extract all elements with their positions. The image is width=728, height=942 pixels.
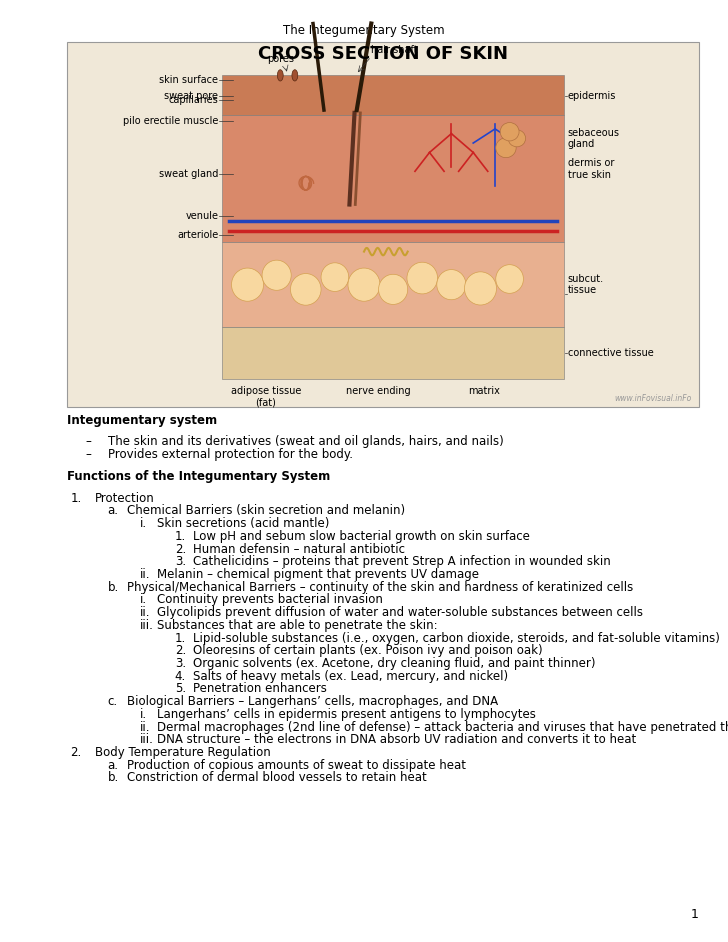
Text: Physical/Mechanical Barriers – continuity of the skin and hardness of keratinize: Physical/Mechanical Barriers – continuit… <box>127 580 633 593</box>
Text: Chemical Barriers (skin secretion and melanin): Chemical Barriers (skin secretion and me… <box>127 505 405 517</box>
Text: Continuity prevents bacterial invasion: Continuity prevents bacterial invasion <box>157 593 382 607</box>
Text: skin surface: skin surface <box>159 75 218 85</box>
Bar <box>222 327 564 379</box>
Text: sweat gland: sweat gland <box>159 169 218 179</box>
Ellipse shape <box>407 262 438 294</box>
Text: Cathelicidins – proteins that prevent Strep A infection in wounded skin: Cathelicidins – proteins that prevent St… <box>193 556 611 568</box>
Text: The skin and its derivatives (sweat and oil glands, hairs, and nails): The skin and its derivatives (sweat and … <box>108 435 504 448</box>
Text: matrix: matrix <box>468 386 500 397</box>
Text: Organic solvents (ex. Acetone, dry cleaning fluid, and paint thinner): Organic solvents (ex. Acetone, dry clean… <box>193 658 596 670</box>
Text: subcut.
tissue: subcut. tissue <box>568 274 604 296</box>
Text: Penetration enhancers: Penetration enhancers <box>193 682 327 695</box>
Text: 5.: 5. <box>175 682 186 695</box>
Ellipse shape <box>292 70 298 81</box>
Text: iii.: iii. <box>140 733 154 746</box>
Text: adipose tissue
(fat): adipose tissue (fat) <box>231 386 301 408</box>
Text: sebaceous
gland: sebaceous gland <box>568 127 620 149</box>
Text: b.: b. <box>108 580 119 593</box>
Text: 3.: 3. <box>175 658 186 670</box>
Text: –: – <box>86 448 92 461</box>
Text: dermis or
true skin: dermis or true skin <box>568 158 614 180</box>
Text: 1.: 1. <box>175 529 186 543</box>
Text: ii.: ii. <box>140 607 150 619</box>
Text: 3.: 3. <box>175 556 186 568</box>
Text: c.: c. <box>108 695 118 708</box>
Text: Provides external protection for the body.: Provides external protection for the bod… <box>108 448 353 461</box>
Text: iii.: iii. <box>140 619 154 632</box>
Bar <box>222 75 564 115</box>
Text: Human defensin – natural antibiotic: Human defensin – natural antibiotic <box>193 543 405 556</box>
Ellipse shape <box>500 122 519 141</box>
Ellipse shape <box>379 274 408 304</box>
Text: www.inFovisual.inFo: www.inFovisual.inFo <box>614 394 692 403</box>
Bar <box>222 242 564 327</box>
Text: Melanin – chemical pigment that prevents UV damage: Melanin – chemical pigment that prevents… <box>157 568 478 581</box>
Text: a.: a. <box>108 759 119 771</box>
Text: pilo erectile muscle: pilo erectile muscle <box>123 117 218 126</box>
Ellipse shape <box>464 272 496 305</box>
Text: a.: a. <box>108 505 119 517</box>
Text: pores: pores <box>266 54 294 64</box>
Text: epidermis: epidermis <box>568 91 616 101</box>
Bar <box>67 42 699 407</box>
Text: –: – <box>86 435 92 448</box>
Ellipse shape <box>290 273 321 305</box>
Ellipse shape <box>321 263 349 291</box>
Ellipse shape <box>232 268 264 301</box>
Text: Langerhans’ cells in epidermis present antigens to lymphocytes: Langerhans’ cells in epidermis present a… <box>157 708 535 721</box>
Text: 1.: 1. <box>71 492 82 505</box>
Text: hair shaft: hair shaft <box>371 44 418 55</box>
Ellipse shape <box>348 268 380 301</box>
Text: Substances that are able to penetrate the skin:: Substances that are able to penetrate th… <box>157 619 437 632</box>
Text: 2.: 2. <box>71 746 82 759</box>
Text: Body Temperature Regulation: Body Temperature Regulation <box>95 746 270 759</box>
Text: sweat pore: sweat pore <box>165 91 218 101</box>
Text: 1.: 1. <box>175 631 186 644</box>
Ellipse shape <box>496 265 523 293</box>
Text: Skin secretions (acid mantle): Skin secretions (acid mantle) <box>157 517 329 530</box>
Text: Production of copious amounts of sweat to dissipate heat: Production of copious amounts of sweat t… <box>127 759 467 771</box>
Text: ii.: ii. <box>140 568 150 581</box>
Text: 2.: 2. <box>175 644 186 658</box>
Text: Dermal macrophages (2nd line of defense) – attack bacteria and viruses that have: Dermal macrophages (2nd line of defense)… <box>157 721 728 734</box>
Text: i.: i. <box>140 708 147 721</box>
Text: i.: i. <box>140 593 147 607</box>
Text: capillaries: capillaries <box>169 95 218 105</box>
Text: Low pH and sebum slow bacterial growth on skin surface: Low pH and sebum slow bacterial growth o… <box>193 529 530 543</box>
Text: Functions of the Integumentary System: Functions of the Integumentary System <box>67 470 331 483</box>
Ellipse shape <box>277 70 283 81</box>
Text: Glycolipids prevent diffusion of water and water-soluble substances between cell: Glycolipids prevent diffusion of water a… <box>157 607 643 619</box>
Ellipse shape <box>437 269 466 300</box>
Text: DNA structure – the electrons in DNA absorb UV radiation and converts it to heat: DNA structure – the electrons in DNA abs… <box>157 733 636 746</box>
Text: b.: b. <box>108 771 119 785</box>
Text: 2.: 2. <box>175 543 186 556</box>
Text: Integumentary system: Integumentary system <box>67 414 217 427</box>
Text: i.: i. <box>140 517 147 530</box>
Text: Protection: Protection <box>95 492 154 505</box>
Text: Salts of heavy metals (ex. Lead, mercury, and nickel): Salts of heavy metals (ex. Lead, mercury… <box>193 670 508 683</box>
Ellipse shape <box>262 260 291 290</box>
Text: The Integumentary System: The Integumentary System <box>283 24 445 38</box>
Text: Oleoresins of certain plants (ex. Poison ivy and poison oak): Oleoresins of certain plants (ex. Poison… <box>193 644 542 658</box>
Text: 4.: 4. <box>175 670 186 683</box>
Bar <box>222 115 564 242</box>
Text: connective tissue: connective tissue <box>568 348 654 358</box>
Ellipse shape <box>496 138 516 157</box>
Text: Constriction of dermal blood vessels to retain heat: Constriction of dermal blood vessels to … <box>127 771 427 785</box>
Text: 1: 1 <box>691 908 699 921</box>
Text: venule: venule <box>186 211 218 220</box>
Text: Biological Barriers – Langerhans’ cells, macrophages, and DNA: Biological Barriers – Langerhans’ cells,… <box>127 695 499 708</box>
Text: arteriole: arteriole <box>177 230 218 239</box>
Text: CROSS SECTION OF SKIN: CROSS SECTION OF SKIN <box>258 45 508 63</box>
Text: Lipid-soluble substances (i.e., oxygen, carbon dioxide, steroids, and fat-solubl: Lipid-soluble substances (i.e., oxygen, … <box>193 631 720 644</box>
Ellipse shape <box>508 130 526 147</box>
Text: ii.: ii. <box>140 721 150 734</box>
Text: nerve ending: nerve ending <box>347 386 411 397</box>
